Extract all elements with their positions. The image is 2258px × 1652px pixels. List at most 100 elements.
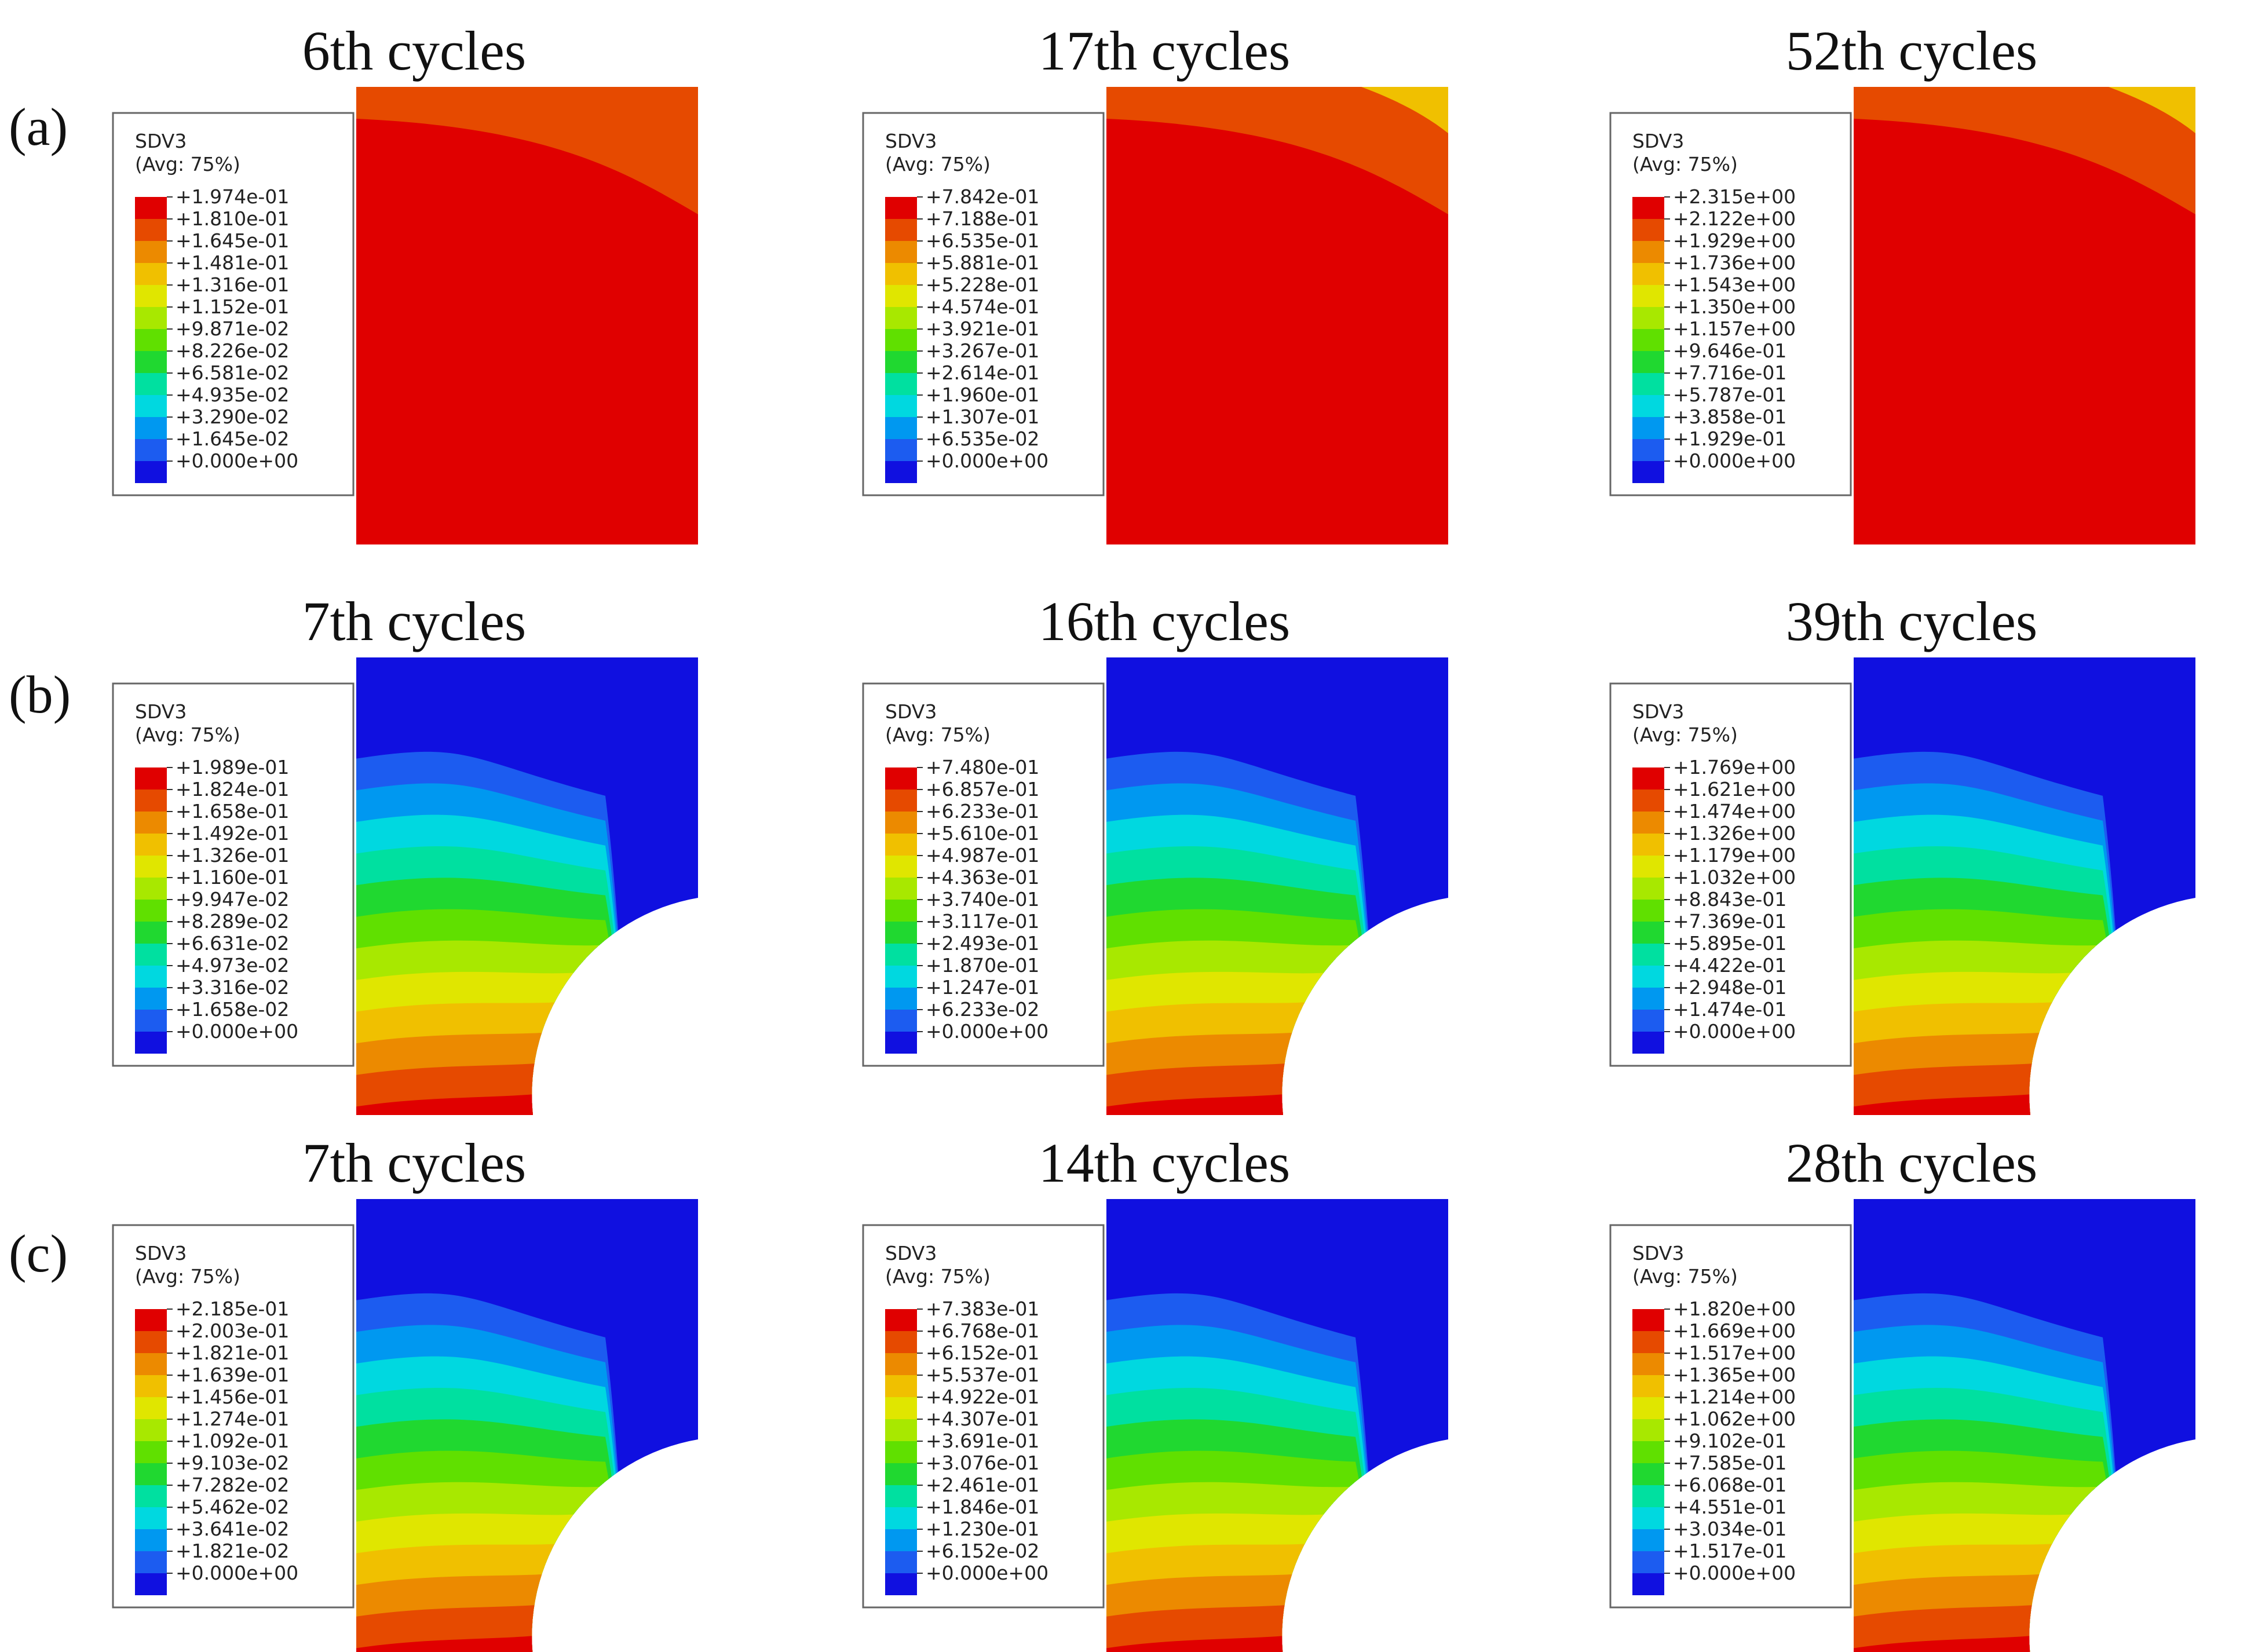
legend-value: +3.034e-01 bbox=[1673, 1518, 1786, 1540]
panel-title: 6th cycles bbox=[302, 20, 527, 82]
legend-value: +6.233e-02 bbox=[926, 998, 1039, 1021]
legend-color-swatch bbox=[885, 856, 917, 878]
legend-color-swatch bbox=[1632, 1375, 1664, 1397]
specimen-contour bbox=[1106, 87, 1448, 544]
legend-value: +6.581e-02 bbox=[176, 361, 289, 384]
legend-variable: SDV3 bbox=[1632, 700, 1684, 723]
legend-color-swatch bbox=[885, 351, 917, 373]
legend-value: +4.574e-01 bbox=[926, 295, 1039, 318]
legend-value: +0.000e+00 bbox=[926, 1562, 1048, 1584]
legend-value: +0.000e+00 bbox=[926, 449, 1048, 472]
legend-color-swatch bbox=[135, 395, 167, 417]
legend-value: +1.350e+00 bbox=[1673, 295, 1796, 318]
legend-color-swatch bbox=[135, 1573, 167, 1595]
legend-value: +1.736e+00 bbox=[1673, 251, 1796, 274]
legend-value: +1.274e-01 bbox=[176, 1408, 289, 1430]
legend-value: +3.290e-02 bbox=[176, 405, 289, 428]
row-label: (c) bbox=[9, 1224, 68, 1283]
legend-color-swatch bbox=[1632, 1573, 1664, 1595]
legend-color-swatch bbox=[135, 219, 167, 241]
legend-color-swatch bbox=[885, 944, 917, 966]
legend-color-swatch bbox=[1632, 1397, 1664, 1419]
legend-value: +1.230e-01 bbox=[926, 1518, 1039, 1540]
legend-value: +2.493e-01 bbox=[926, 932, 1039, 955]
legend-value: +5.610e-01 bbox=[926, 822, 1039, 845]
legend-color-swatch bbox=[1632, 395, 1664, 417]
legend-color-swatch bbox=[135, 1441, 167, 1463]
legend-color-swatch bbox=[885, 1331, 917, 1353]
legend-value: +5.881e-01 bbox=[926, 251, 1039, 274]
legend-color-swatch bbox=[1632, 263, 1664, 285]
legend-value: +1.820e+00 bbox=[1673, 1298, 1796, 1320]
legend-value: +7.188e-01 bbox=[926, 207, 1039, 230]
legend-value: +0.000e+00 bbox=[176, 1562, 298, 1584]
legend-value: +3.267e-01 bbox=[926, 339, 1039, 362]
legend-color-swatch bbox=[885, 307, 917, 329]
legend-value: +1.989e-01 bbox=[176, 756, 289, 779]
legend-color-swatch bbox=[135, 1419, 167, 1441]
legend-value: +1.639e-01 bbox=[176, 1364, 289, 1386]
legend-value: +3.740e-01 bbox=[926, 888, 1039, 911]
legend-value: +2.185e-01 bbox=[176, 1298, 289, 1320]
legend-color-swatch bbox=[135, 1032, 167, 1054]
legend-color-swatch bbox=[135, 285, 167, 307]
legend-value: +0.000e+00 bbox=[176, 449, 298, 472]
legend-value: +1.821e-02 bbox=[176, 1540, 289, 1562]
legend-color-swatch bbox=[135, 197, 167, 219]
panel-title: 52th cycles bbox=[1786, 20, 2038, 82]
legend-variable: SDV3 bbox=[135, 130, 187, 152]
legend-color-swatch bbox=[1632, 417, 1664, 439]
legend-color-swatch bbox=[885, 767, 917, 790]
legend-color-swatch bbox=[135, 373, 167, 395]
legend-color-swatch bbox=[885, 219, 917, 241]
legend-color-swatch bbox=[135, 1507, 167, 1529]
legend-value: +6.631e-02 bbox=[176, 932, 289, 955]
legend-value: +5.537e-01 bbox=[926, 1364, 1039, 1386]
legend-value: +0.000e+00 bbox=[926, 1020, 1048, 1043]
legend-color-swatch bbox=[1632, 834, 1664, 856]
legend-value: +3.316e-02 bbox=[176, 976, 289, 999]
contour-panel: 6th cycles SDV3(Avg: 75%) +1.974e-01+1.810… bbox=[112, 20, 698, 544]
legend-color-swatch bbox=[885, 1463, 917, 1485]
legend-color-swatch bbox=[885, 1485, 917, 1507]
panel-title: 14th cycles bbox=[1039, 1132, 1291, 1194]
specimen-contour bbox=[1106, 1199, 1448, 1652]
legend-color-swatch bbox=[885, 1309, 917, 1331]
legend-value: +6.152e-02 bbox=[926, 1540, 1039, 1562]
legend-avg: (Avg: 75%) bbox=[1632, 1265, 1738, 1288]
legend-color-swatch bbox=[135, 307, 167, 329]
legend-value: +1.492e-01 bbox=[176, 822, 289, 845]
legend-color-swatch bbox=[885, 1573, 917, 1595]
legend-value: +1.032e+00 bbox=[1673, 866, 1796, 889]
legend-color-swatch bbox=[135, 856, 167, 878]
legend-color-swatch bbox=[135, 1375, 167, 1397]
legend-color-swatch bbox=[135, 1331, 167, 1353]
legend-value: +1.669e+00 bbox=[1673, 1320, 1796, 1342]
legend-value: +1.929e+00 bbox=[1673, 229, 1796, 252]
legend-color-swatch bbox=[885, 285, 917, 307]
specimen-contour bbox=[1854, 87, 2195, 544]
panel-title: 39th cycles bbox=[1786, 590, 2038, 652]
legend-color-swatch bbox=[135, 241, 167, 263]
legend-value: +0.000e+00 bbox=[1673, 1020, 1796, 1043]
legend-value: +1.769e+00 bbox=[1673, 756, 1796, 779]
legend-color-swatch bbox=[885, 263, 917, 285]
legend-value: +4.422e-01 bbox=[1673, 954, 1786, 977]
panel-title: 28th cycles bbox=[1786, 1132, 2038, 1194]
legend-variable: SDV3 bbox=[885, 130, 937, 152]
legend-color-swatch bbox=[1632, 1032, 1664, 1054]
legend-color-swatch bbox=[135, 922, 167, 944]
specimen-contour bbox=[356, 1199, 698, 1652]
legend-color-swatch bbox=[135, 1397, 167, 1419]
legend-color-swatch bbox=[135, 351, 167, 373]
legend-value: +1.062e+00 bbox=[1673, 1408, 1796, 1430]
legend-color-swatch bbox=[1632, 878, 1664, 900]
legend-value: +2.461e-01 bbox=[926, 1474, 1039, 1496]
legend-value: +1.621e+00 bbox=[1673, 778, 1796, 801]
legend-value: +1.658e-02 bbox=[176, 998, 289, 1021]
legend-value: +6.768e-01 bbox=[926, 1320, 1039, 1342]
legend-color-swatch bbox=[885, 878, 917, 900]
legend-color-swatch bbox=[1632, 966, 1664, 988]
legend-value: +1.474e-01 bbox=[1673, 998, 1786, 1021]
legend-value: +2.948e-01 bbox=[1673, 976, 1786, 999]
